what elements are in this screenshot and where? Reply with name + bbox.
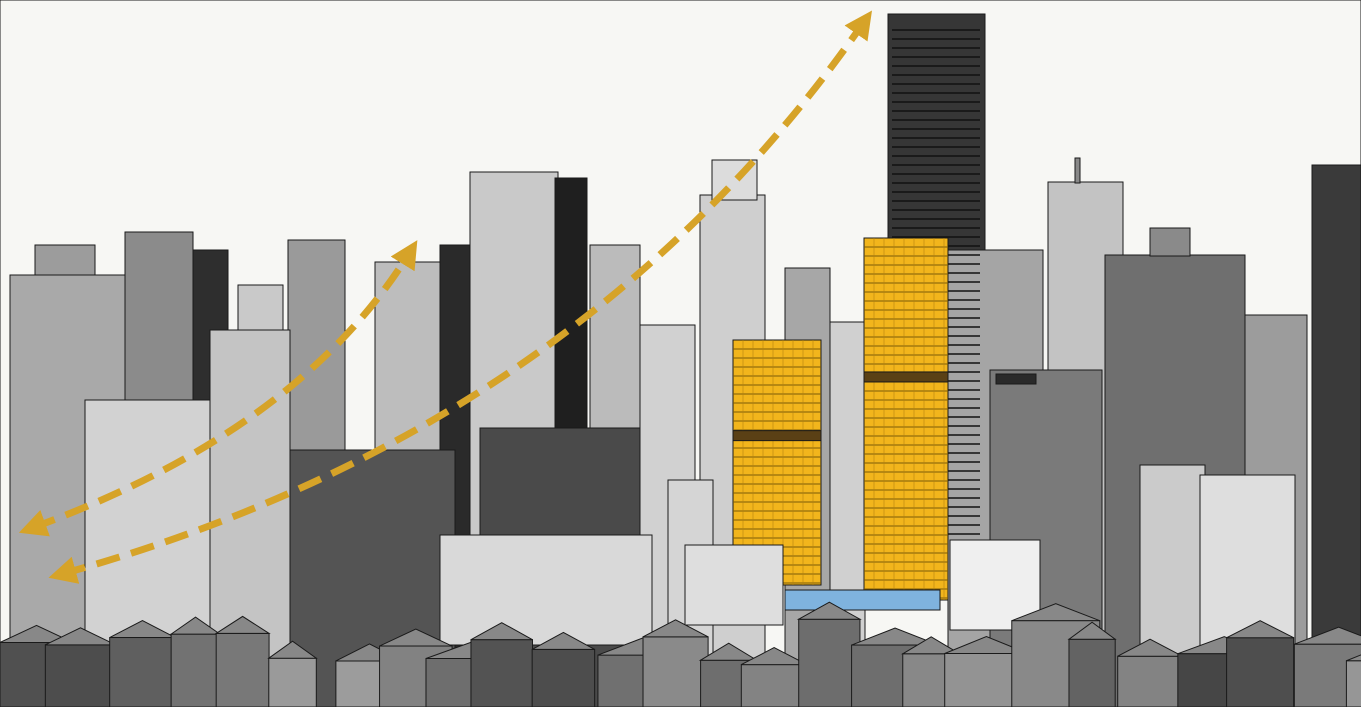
house bbox=[642, 636, 709, 707]
roof bbox=[741, 647, 808, 666]
roof bbox=[1226, 620, 1294, 639]
roof bbox=[796, 601, 862, 620]
house bbox=[470, 639, 533, 707]
roof bbox=[944, 635, 1029, 654]
house bbox=[268, 657, 317, 707]
building bbox=[684, 544, 784, 626]
house bbox=[740, 664, 808, 707]
roof bbox=[0, 624, 74, 643]
roof bbox=[1011, 603, 1100, 622]
roof bbox=[698, 642, 759, 661]
pool-deck bbox=[784, 589, 941, 611]
house bbox=[798, 618, 861, 707]
view-arrow bbox=[48, 10, 873, 584]
roof bbox=[169, 616, 222, 635]
house bbox=[109, 637, 176, 707]
house bbox=[1068, 638, 1116, 707]
house bbox=[44, 644, 117, 707]
house bbox=[170, 633, 221, 707]
building bbox=[1149, 227, 1191, 257]
building bbox=[949, 539, 1041, 631]
roof bbox=[379, 628, 453, 647]
roof bbox=[531, 631, 595, 650]
roof bbox=[109, 619, 176, 639]
roof bbox=[45, 627, 116, 646]
building bbox=[34, 244, 96, 276]
house bbox=[1345, 660, 1361, 707]
house bbox=[1117, 655, 1183, 707]
sky-garden bbox=[732, 430, 822, 442]
roof bbox=[470, 622, 533, 641]
roof bbox=[851, 627, 939, 646]
roof bbox=[1067, 621, 1117, 640]
roof bbox=[1346, 654, 1361, 662]
house bbox=[1226, 637, 1295, 707]
roof bbox=[267, 640, 318, 659]
roof bbox=[642, 619, 709, 638]
building bbox=[439, 534, 653, 646]
view-arrows bbox=[18, 10, 873, 584]
roof bbox=[900, 636, 962, 655]
roof bbox=[214, 615, 271, 634]
low-rise-houses bbox=[0, 601, 1361, 707]
sky-garden bbox=[863, 371, 949, 383]
spire bbox=[1074, 157, 1081, 184]
roof bbox=[1117, 638, 1183, 657]
building bbox=[1311, 164, 1361, 707]
house bbox=[215, 632, 270, 707]
sign bbox=[995, 373, 1037, 385]
house bbox=[531, 648, 596, 707]
